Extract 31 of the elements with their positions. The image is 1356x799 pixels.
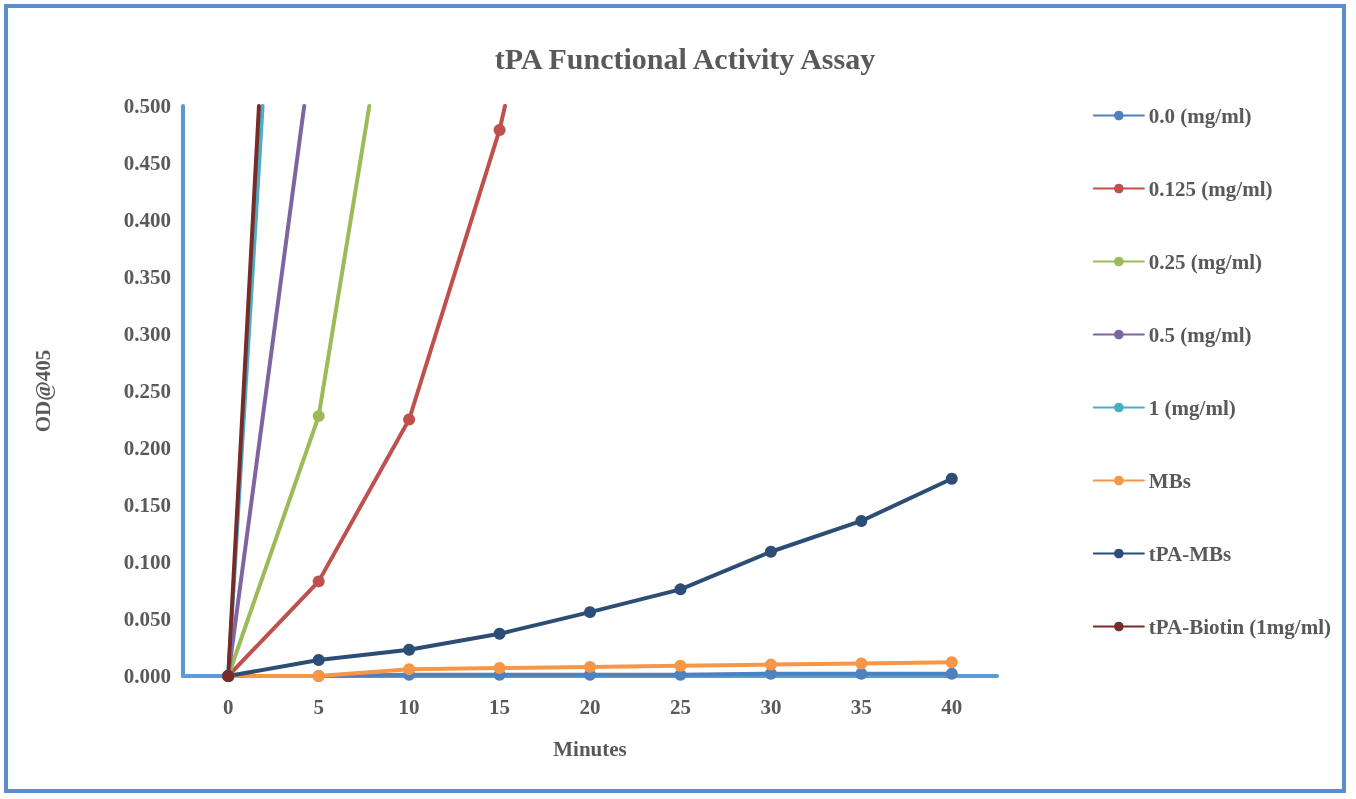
legend-label: 0.0 (mg/ml) [1148,103,1252,128]
x-tick-label: 40 [941,694,963,719]
legend-label: MBs [1148,468,1191,493]
legend-label: 0.5 (mg/ml) [1148,322,1252,347]
x-tick-label: 25 [669,694,691,719]
x-axis-title: Minutes [553,736,627,761]
x-tick-label: 30 [760,694,782,719]
y-tick-label: 0.100 [123,550,171,574]
x-tick-label: 15 [489,694,511,719]
y-tick-label: 0.250 [123,379,171,403]
x-tick-label: 20 [579,694,601,719]
y-tick-label: 0.200 [123,436,171,460]
y-axis-title: OD@405 [30,349,55,433]
y-tick-label: 0.050 [123,607,171,631]
legend-label: tPA-MBs [1148,541,1232,566]
x-tick-label: 5 [313,694,324,719]
y-tick-label: 0.150 [123,493,171,517]
chart-title: tPA Functional Activity Assay [494,41,876,75]
y-tick-label: 0.450 [123,151,171,175]
x-tick-label: 35 [850,694,872,719]
y-tick-label: 0.000 [123,664,171,688]
x-tick-label: 10 [398,694,420,719]
y-tick-label: 0.500 [123,94,171,118]
y-tick-label: 0.350 [123,265,171,289]
legend-label: 0.125 (mg/ml) [1148,176,1273,201]
x-tick-label: 0 [222,694,234,719]
y-tick-label: 0.300 [123,322,171,346]
legend-label: 0.25 (mg/ml) [1148,249,1262,274]
y-tick-label: 0.400 [123,208,171,232]
legend-label: 1 (mg/ml) [1148,395,1236,420]
legend-label: tPA-Biotin (1mg/ml) [1148,614,1332,639]
